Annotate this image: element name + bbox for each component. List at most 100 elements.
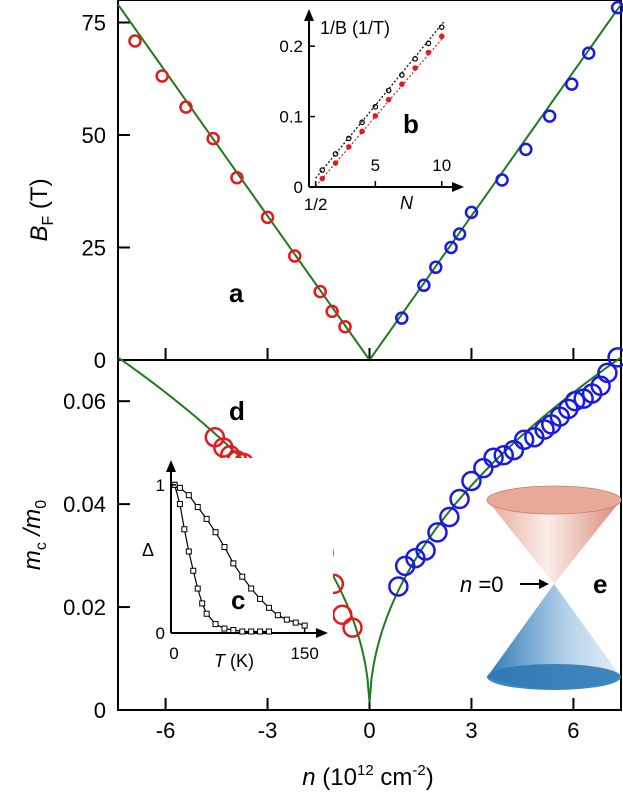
data-point [461,470,482,492]
panel-d-ytick-label: 0 [94,698,106,723]
y-title-main: B [26,226,53,242]
panel-c-y-arrow [166,460,176,472]
data-point [452,227,467,241]
data-point [395,311,409,325]
panel-b-xtick-label: 1/2 [304,195,328,214]
panel-b-point [399,72,405,78]
data-point [513,429,535,451]
data-point [260,210,275,225]
panel-c-point [257,628,264,635]
fit-line-path [117,3,622,362]
panel-c-point [176,501,183,508]
panel-b-series-line [315,20,445,179]
panel-c-point [212,621,219,628]
y-title-m: m [19,550,46,570]
panel-c-point [248,628,255,635]
panel-b-point [319,167,326,173]
x-title-sup: 12 [357,762,374,779]
panel-e-label: e [593,569,607,599]
panel-c-point [176,484,183,491]
data-point [287,249,302,263]
fit-curve-path [117,356,622,703]
panel-d-yticks: 0 0.02 0.04 0.06 [63,389,130,723]
panel-c-point [230,627,237,634]
lower-cone-base [487,664,621,690]
panel-b-label: b [403,109,419,139]
data-point [503,439,525,461]
panel-a-ytick-label: 50 [82,123,106,148]
panel-c-point [181,526,188,533]
data-point [607,347,623,368]
panel-b-ytick-label: 0.1 [279,108,303,127]
y-title-sub: F [40,216,57,226]
panel-c-axes [166,458,333,638]
c-x-title-unit: (K) [225,651,254,671]
panel-c-y-axis-title: Δ [142,540,154,560]
panel-b-point [332,160,339,166]
panel-c-point [274,612,281,619]
panel-c-point [194,585,201,592]
panel-d-fit-curve [117,356,622,703]
panel-b-point [385,96,392,103]
n0-label-n: n [460,572,472,597]
panel-a-ytick-label: 0 [94,348,106,373]
panel-a-xticks [164,348,575,360]
panel-d-ytick-label: 0.04 [63,492,106,517]
data-point [332,604,353,626]
panel-b-ticks: 1/2 5 10 0 0.1 0.2 [279,37,451,214]
y-title-mid: /m [19,509,46,542]
data-point [128,34,142,48]
panel-c-point [239,573,246,580]
data-point [564,390,586,412]
panel-b-point [319,175,326,182]
panel-c-point [266,604,272,611]
panel-a-ytick-label: 75 [82,11,106,36]
panel-b-inset: 1/2 5 10 0 0.1 0.2 1/B (1/T) N b [279,9,464,214]
panel-b-point [412,56,418,62]
panel-c-ytick-label: 0 [156,624,165,643]
data-point [564,77,579,91]
panel-b-xtick-label: 10 [432,156,451,175]
data-point [338,319,352,334]
panel-c-xtick-label: 0 [169,644,178,663]
panel-c-series-line [174,484,305,627]
n0-label: n =0 [460,572,503,597]
panel-d-xtick-label: -3 [258,718,278,743]
panel-c-ticks: 0 150 0 1 [156,476,319,663]
panel-c-point [185,548,192,555]
panel-d-x-axis-title: n (1012 cm-2) [302,762,433,791]
panel-c-point [212,529,219,536]
panel-c-point [292,619,299,626]
panel-c-point [203,515,210,522]
panel-b-point [359,119,365,126]
data-point [610,0,623,15]
data-point [417,278,431,293]
data-point [415,540,436,561]
panel-b-point [399,81,405,87]
x-title-cm: cm [374,764,413,791]
panel-b-point [372,103,379,110]
x-title-unit: (10 [316,764,357,791]
panel-c-point [230,560,237,567]
data-point [493,444,514,466]
panel-d-xtick-label: -6 [156,718,176,743]
panel-c-point [283,616,290,623]
panel-c-point [221,625,228,632]
panel-c-x-axis-title: T (K) [214,651,254,671]
data-point [342,617,363,638]
data-point [449,488,470,510]
panel-b-ytick-label: 0.2 [279,37,303,56]
panel-a-frame [117,0,622,361]
panel-c-point [266,628,272,635]
data-point [429,260,443,275]
panel-d-label: d [229,396,245,426]
panel-b-y-axis-title: 1/B (1/T) [320,18,390,38]
lower-cone [487,584,621,690]
data-point [313,284,327,299]
data-point [542,109,557,123]
data-point [581,46,596,60]
panel-c-inset: 0 150 0 1 Δ T (K) c [142,458,333,671]
panel-a-ytick-label: 25 [82,236,106,261]
panel-b-x-arrow [452,182,464,192]
